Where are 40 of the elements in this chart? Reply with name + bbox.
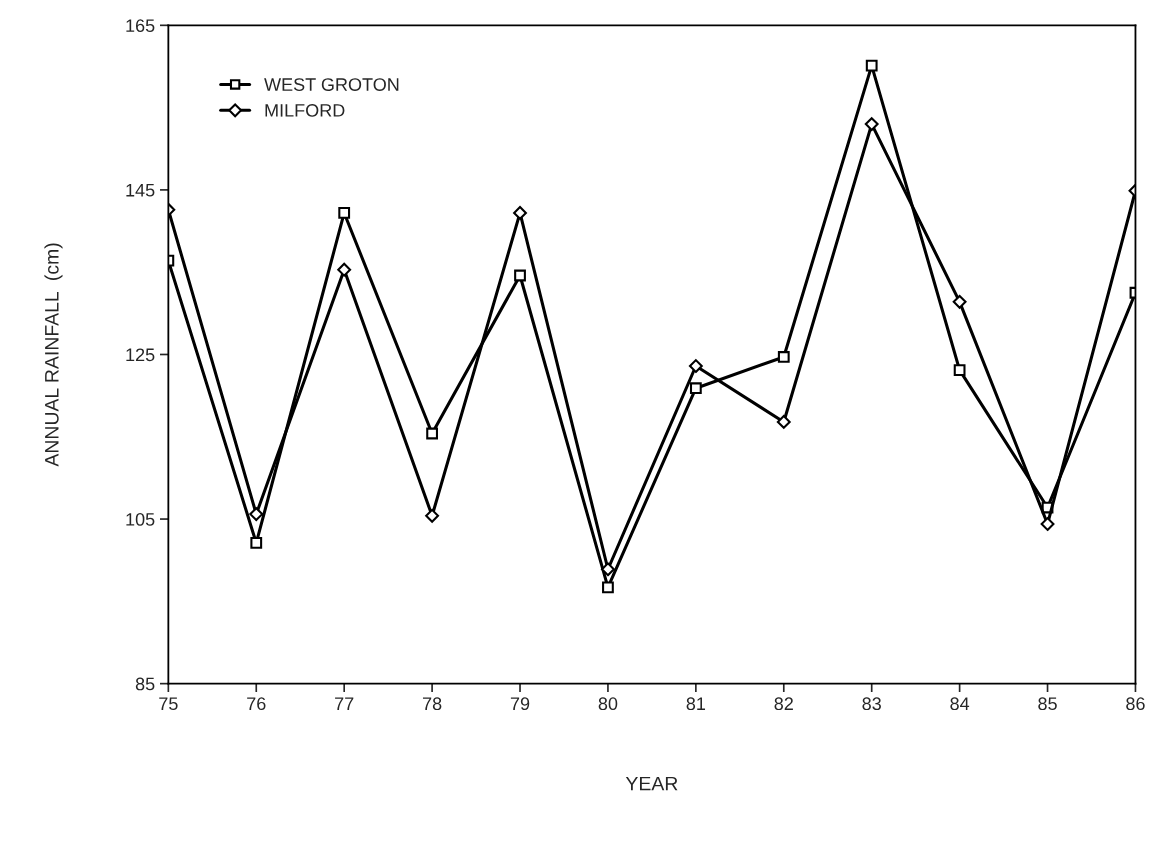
point <box>514 269 526 282</box>
x-tick-label: 75 <box>159 697 178 711</box>
point <box>953 364 966 377</box>
point <box>1040 517 1055 531</box>
point <box>425 508 440 523</box>
point <box>337 262 352 277</box>
point <box>426 427 438 440</box>
y-axis-title: ANNUAL RAINFALL (cm) <box>44 243 63 467</box>
y-tick-label: 105 <box>126 512 155 526</box>
point <box>688 359 703 373</box>
x-tick-label: 81 <box>686 697 706 711</box>
y-tick-label: 125 <box>126 348 155 362</box>
legend-label: MILFORD <box>265 104 345 117</box>
point <box>338 207 351 219</box>
point <box>513 206 527 220</box>
point <box>777 351 790 363</box>
y-tick-label: 165 <box>126 19 155 33</box>
y-tick-label: 145 <box>126 184 155 197</box>
x-axis-title: YEAR <box>625 776 678 791</box>
point <box>601 562 615 577</box>
x-tick-label: 83 <box>862 697 881 711</box>
x-tick-label: 85 <box>1038 697 1057 711</box>
point <box>250 537 263 549</box>
point <box>865 59 878 72</box>
point <box>602 581 614 594</box>
x-tick-label: 80 <box>598 697 618 711</box>
x-tick-label: 79 <box>510 697 530 711</box>
x-tick-label: 76 <box>247 697 266 711</box>
point <box>689 382 702 395</box>
y-tick-label: 85 <box>135 677 155 691</box>
point <box>864 117 879 131</box>
x-tick-label: 78 <box>422 697 442 711</box>
point <box>249 507 264 522</box>
x-tick-label: 82 <box>774 697 793 711</box>
point <box>776 415 791 429</box>
x-tick-label: 86 <box>1126 697 1145 711</box>
x-tick-label: 77 <box>335 697 354 710</box>
legend-label: WEST GROTON <box>264 78 399 91</box>
point <box>952 294 967 309</box>
x-tick-label: 84 <box>950 697 970 711</box>
